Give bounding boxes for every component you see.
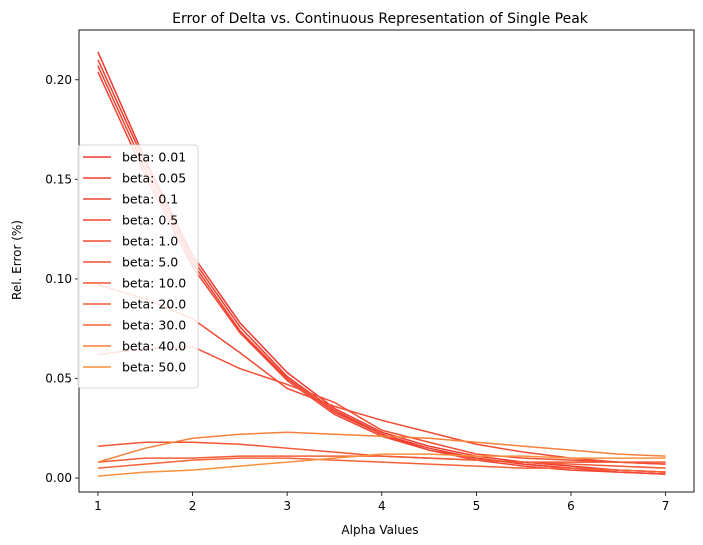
legend-label: beta: 20.0: [122, 297, 186, 312]
y-tick-label: 0.05: [45, 371, 72, 385]
legend-entry: beta: 0.01: [83, 150, 186, 165]
y-tick-label: 0.15: [45, 172, 72, 186]
legend-label: beta: 0.1: [122, 192, 178, 207]
y-tick-label: 0.10: [45, 272, 72, 286]
y-tick-label: 0.20: [45, 73, 72, 87]
legend-label: beta: 1.0: [122, 234, 178, 249]
legend-label: beta: 40.0: [122, 339, 186, 354]
x-axis-label: Alpha Values: [341, 523, 418, 537]
x-tick-label: 7: [662, 499, 670, 513]
legend-entry: beta: 0.1: [83, 192, 178, 207]
legend-box: [77, 144, 199, 389]
y-axis: 0.00 0.05 0.10 0.15 0.20: [45, 73, 79, 485]
legend-label: beta: 30.0: [122, 318, 186, 333]
legend-label: beta: 10.0: [122, 276, 186, 291]
series-line: [97, 457, 666, 473]
legend-entry: beta: 1.0: [83, 234, 178, 249]
legend-entry: beta: 40.0: [83, 339, 186, 354]
legend-entry: beta: 30.0: [83, 318, 186, 333]
series-line: [97, 453, 666, 477]
x-tick-label: 6: [567, 499, 575, 513]
y-axis-label: Rel. Error (%): [10, 220, 24, 300]
legend-label: beta: 0.01: [122, 150, 186, 165]
x-tick-label: 4: [378, 499, 386, 513]
legend-label: beta: 0.05: [122, 171, 186, 186]
series-line: [97, 431, 666, 463]
y-tick-label: 0.00: [45, 471, 72, 485]
x-tick-label: 2: [189, 499, 197, 513]
x-axis: 1 2 3 4 5 6 7: [94, 492, 669, 513]
legend-label: beta: 5.0: [122, 255, 178, 270]
legend-entry: beta: 50.0: [83, 360, 186, 375]
legend: beta: 0.01 beta: 0.05 beta: 0.1 beta: 0.5 be…: [77, 144, 199, 389]
x-tick-label: 3: [283, 499, 291, 513]
legend-label: beta: 50.0: [122, 360, 186, 375]
legend-label: beta: 0.5: [122, 213, 178, 228]
x-tick-label: 1: [94, 499, 102, 513]
x-tick-label: 5: [473, 499, 481, 513]
legend-entry: beta: 0.5: [83, 213, 178, 228]
legend-entry: beta: 5.0: [83, 255, 178, 270]
chart-title: Error of Delta vs. Continuous Representa…: [172, 11, 589, 27]
legend-entry: beta: 0.05: [83, 171, 186, 186]
legend-entry: beta: 10.0: [83, 276, 186, 291]
series-line: [97, 455, 666, 469]
legend-entry: beta: 20.0: [83, 297, 186, 312]
